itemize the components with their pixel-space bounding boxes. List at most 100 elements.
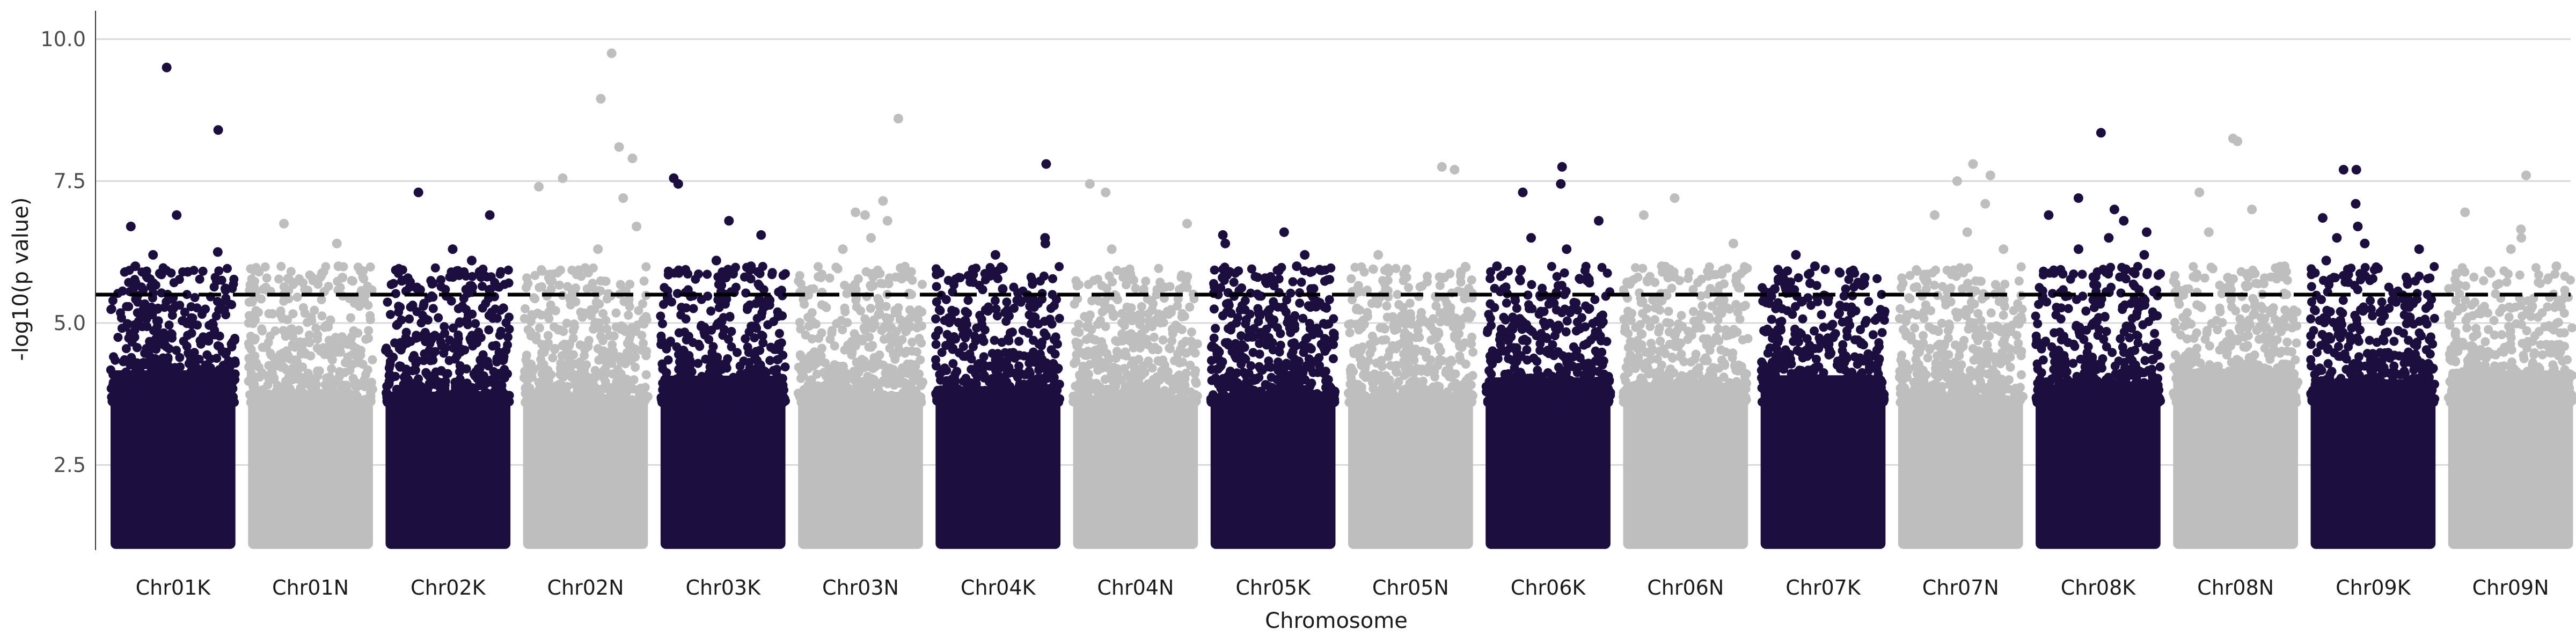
data-point [658, 385, 668, 394]
data-point [674, 388, 683, 398]
data-point [1185, 302, 1195, 312]
data-point [409, 351, 419, 360]
data-point [713, 272, 723, 282]
data-point [1034, 319, 1043, 329]
data-point [962, 320, 971, 330]
data-point [491, 341, 501, 350]
data-point [752, 313, 762, 323]
data-point [1096, 357, 1106, 367]
data-point [1099, 342, 1108, 352]
data-point [298, 303, 308, 312]
data-point [1276, 340, 1285, 350]
chromosome-band-chr03k [656, 173, 790, 549]
data-point [134, 359, 143, 369]
data-point [1221, 398, 1231, 407]
data-point [443, 393, 453, 402]
peak-point [1119, 267, 1130, 277]
data-point [1320, 390, 1330, 400]
peak-point [448, 244, 458, 254]
data-point [1180, 311, 1189, 321]
data-point [1305, 324, 1315, 333]
data-point [853, 398, 862, 407]
data-point [843, 318, 852, 327]
data-point [850, 329, 859, 339]
data-point [264, 361, 274, 370]
data-point [1300, 375, 1310, 384]
data-point [1233, 313, 1242, 323]
data-point [1155, 374, 1165, 383]
data-point [189, 398, 199, 407]
peak-point [882, 216, 892, 226]
data-point [554, 280, 564, 290]
data-point [758, 262, 767, 271]
data-point [695, 385, 704, 394]
data-point [108, 378, 118, 387]
peak-point [724, 216, 734, 226]
data-point [209, 282, 219, 292]
data-point [931, 340, 941, 349]
data-point [1328, 354, 1338, 363]
data-point [1168, 395, 1177, 405]
data-point [812, 369, 822, 379]
data-point [1305, 398, 1315, 407]
data-point [1249, 324, 1259, 333]
data-point [765, 296, 775, 305]
data-point [1280, 398, 1290, 407]
data-point [1232, 383, 1242, 393]
peak-point [851, 207, 861, 217]
data-point [1035, 397, 1044, 407]
data-point [1140, 368, 1150, 377]
data-point [1309, 284, 1319, 294]
data-point [902, 266, 911, 275]
data-point [601, 276, 611, 286]
data-point [221, 283, 230, 293]
data-point [166, 396, 175, 405]
data-point [535, 386, 545, 396]
data-point [931, 314, 940, 324]
data-point [539, 348, 549, 357]
data-point [1165, 282, 1175, 291]
data-point [452, 351, 462, 361]
data-point [1147, 322, 1157, 331]
data-point [169, 369, 179, 378]
data-point [564, 362, 573, 371]
data-point [763, 320, 773, 330]
data-point [177, 379, 187, 389]
data-point [325, 340, 335, 349]
data-point [1140, 382, 1150, 391]
data-point [108, 296, 118, 305]
data-point [1167, 324, 1177, 334]
peak-point [1300, 250, 1310, 260]
data-point [184, 359, 194, 369]
data-point [961, 374, 971, 383]
data-point [440, 328, 450, 338]
peak-point [213, 247, 223, 257]
data-point [674, 364, 684, 374]
data-point [1080, 383, 1090, 393]
data-point [591, 297, 601, 307]
data-point [840, 303, 850, 313]
data-point [244, 376, 253, 386]
data-point [767, 268, 777, 277]
data-point [934, 305, 944, 314]
data-point [166, 268, 176, 278]
data-point [490, 277, 500, 287]
data-point [381, 346, 390, 355]
data-point [1158, 355, 1168, 365]
data-point [700, 376, 710, 386]
data-point [737, 381, 747, 391]
data-point [443, 369, 452, 378]
data-point [703, 291, 713, 301]
data-point [752, 324, 762, 333]
data-point [268, 309, 277, 319]
data-point [689, 304, 698, 313]
peak-point [1107, 244, 1117, 254]
data-point [771, 345, 780, 354]
data-point [1274, 266, 1284, 276]
data-point [807, 334, 817, 343]
data-point [405, 282, 414, 292]
data-point [733, 348, 742, 357]
data-point [970, 380, 979, 390]
data-point [471, 389, 480, 399]
data-point [258, 326, 267, 336]
